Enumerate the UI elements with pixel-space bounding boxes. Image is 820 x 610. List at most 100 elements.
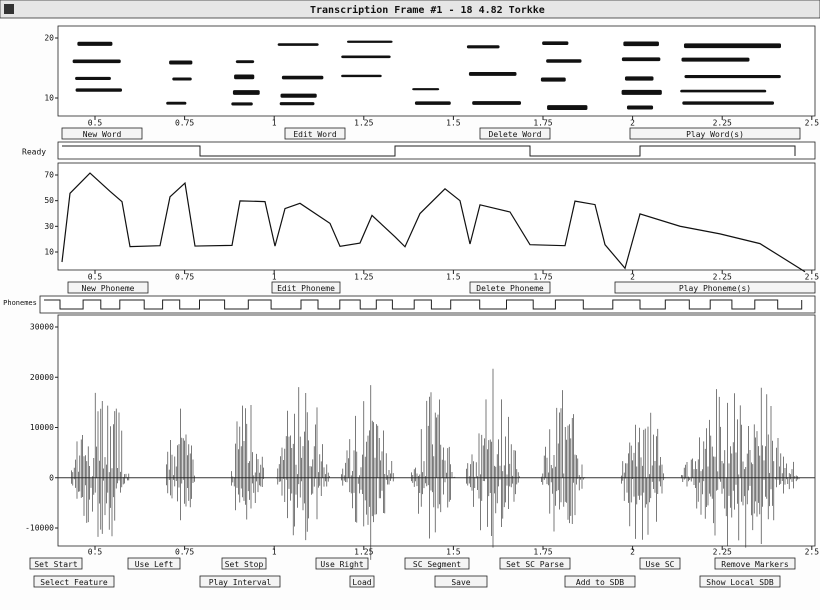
pitch-frame (58, 163, 815, 270)
formant-streak (623, 41, 659, 46)
x-tick-label: 2.5 (805, 273, 820, 282)
y-tick-label: 10000 (30, 423, 54, 432)
formant-streak (234, 75, 254, 80)
button-label[interactable]: Show Local SDB (706, 578, 774, 587)
formant-streak (684, 75, 780, 78)
x-tick-label: 0.5 (88, 273, 103, 282)
x-tick-label: 2.25 (713, 273, 732, 282)
button-label[interactable]: Delete Word (489, 130, 542, 139)
formant-streak (547, 105, 587, 110)
button[interactable]: New Word (62, 128, 142, 139)
button-label[interactable]: Edit Word (293, 130, 337, 139)
formant-streak (77, 42, 112, 46)
formant-streak (280, 102, 315, 105)
button[interactable]: Set SC Parse (500, 558, 570, 569)
status-label: Ready (22, 148, 46, 157)
button-label[interactable]: Load (352, 578, 371, 587)
window-title: Transcription Frame #1 - 18 4.82 Torkke (310, 4, 545, 16)
button[interactable]: Play Word(s) (630, 128, 800, 139)
x-tick-label: 2 (630, 273, 635, 282)
x-tick-label: 2.25 (713, 119, 732, 128)
formant-streak (680, 90, 766, 93)
formant-streak (622, 57, 660, 61)
formant-streak (682, 101, 774, 104)
formant-streak (415, 101, 451, 104)
button-label[interactable]: Play Word(s) (686, 130, 744, 139)
button-label[interactable]: Set Stop (225, 560, 264, 569)
formant-streak (341, 55, 390, 58)
formant-streak (467, 45, 500, 48)
phoneme-tier-label: Phonemes (3, 299, 37, 307)
button[interactable]: Show Local SDB (700, 576, 780, 587)
y-tick-label: 10 (44, 94, 54, 103)
button[interactable]: Edit Phoneme (272, 282, 340, 293)
formant-streak (231, 102, 252, 105)
formant-streak (76, 88, 122, 91)
button[interactable]: Delete Phoneme (470, 282, 550, 293)
button-label[interactable]: Set SC Parse (506, 560, 564, 569)
y-tick-label: -10000 (25, 524, 54, 533)
button-label[interactable]: Set Start (34, 560, 78, 569)
button[interactable]: Remove Markers (715, 558, 795, 569)
button-label[interactable]: Add to SDB (576, 578, 624, 587)
window-icon[interactable] (4, 4, 14, 14)
formant-streak (236, 60, 254, 63)
button[interactable]: Set Start (30, 558, 82, 569)
x-tick-label: 2.5 (805, 548, 820, 557)
word-tier (58, 142, 815, 159)
button[interactable]: Delete Word (480, 128, 550, 139)
x-tick-label: 2 (630, 119, 635, 128)
formant-streak (681, 58, 749, 62)
formant-streak (341, 75, 382, 77)
x-tick-label: 1.75 (533, 119, 552, 128)
formant-streak (281, 94, 317, 98)
button[interactable]: Edit Word (285, 128, 345, 139)
y-tick-label: 30 (44, 222, 54, 231)
button-label[interactable]: Use Left (135, 560, 174, 569)
button-label[interactable]: Use SC (646, 560, 675, 569)
button[interactable]: SC Segment (405, 558, 469, 569)
x-tick-label: 0.5 (88, 548, 103, 557)
button[interactable]: Select Feature (34, 576, 114, 587)
button-label[interactable]: Remove Markers (721, 560, 789, 569)
button-label[interactable]: Use Right (320, 560, 364, 569)
button[interactable]: Add to SDB (565, 576, 635, 587)
x-tick-label: 1 (272, 548, 277, 557)
formant-streak (469, 72, 517, 76)
app-window: Transcription Frame #1 - 18 4.82 Torkke … (0, 0, 820, 610)
button[interactable]: Save (435, 576, 487, 587)
button[interactable]: Set Stop (222, 558, 266, 569)
button-label[interactable]: Edit Phoneme (277, 284, 335, 293)
x-tick-label: 1.5 (446, 548, 461, 557)
button-label[interactable]: SC Segment (413, 560, 461, 569)
button-label[interactable]: Play Interval (209, 578, 272, 587)
button-label[interactable]: Play Phoneme(s) (679, 284, 751, 293)
x-tick-label: 1 (272, 119, 277, 128)
y-tick-label: 0 (49, 473, 54, 482)
button[interactable]: Play Phoneme(s) (615, 282, 815, 293)
x-tick-label: 1.5 (446, 119, 461, 128)
formant-streak (546, 59, 581, 62)
button-label[interactable]: Select Feature (40, 578, 108, 587)
formant-streak (622, 90, 662, 95)
button[interactable]: Use Left (128, 558, 180, 569)
x-tick-label: 1.25 (354, 119, 373, 128)
y-tick-label: 10 (44, 248, 54, 257)
button-label[interactable]: Save (451, 578, 470, 587)
button-label[interactable]: Delete Phoneme (476, 284, 544, 293)
button-label[interactable]: New Word (83, 130, 122, 139)
formant-streak (172, 77, 191, 80)
button-label[interactable]: New Phoneme (82, 284, 135, 293)
formant-streak (278, 43, 319, 46)
x-tick-label: 1.75 (533, 548, 552, 557)
formant-streak (627, 106, 653, 110)
x-tick-label: 1.25 (354, 273, 373, 282)
button[interactable]: Use Right (316, 558, 368, 569)
formant-streak (625, 76, 654, 80)
formant-streak (169, 61, 192, 65)
x-tick-label: 0.75 (175, 548, 194, 557)
button[interactable]: Play Interval (200, 576, 280, 587)
button[interactable]: New Phoneme (68, 282, 148, 293)
button[interactable]: Load (350, 576, 374, 587)
button[interactable]: Use SC (640, 558, 680, 569)
